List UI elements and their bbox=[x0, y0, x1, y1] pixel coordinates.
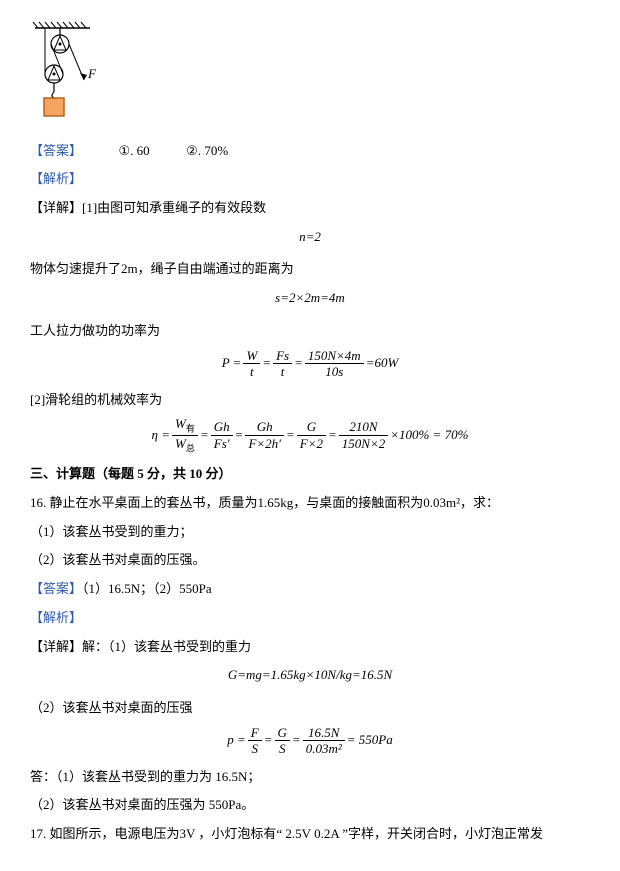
svg-text:F: F bbox=[87, 66, 97, 81]
answer-1-val: 60 bbox=[137, 143, 150, 158]
q16-conc-label: 答： bbox=[30, 769, 56, 784]
q16-detail: 【详解】解：（1）该套丛书受到的重力 bbox=[30, 635, 590, 660]
q16-answer-text: （1）16.5N；（2）550Pa bbox=[82, 581, 212, 596]
detail-1: 【详解】[1]由图可知承重绳子的有效段数 bbox=[30, 196, 590, 221]
q17-stem: 17. 如图所示，电源电压为3V ，小灯泡标有“ 2.5V 0.2A ”字样，开… bbox=[30, 822, 590, 847]
q16-answer: 【答案】（1）16.5N；（2）550Pa bbox=[30, 577, 590, 602]
answer-line: 【答案】 ①. 60 ②. 70% bbox=[30, 139, 590, 164]
q16-answer-label: 【答案】 bbox=[30, 581, 82, 596]
eq-p: p = FS = GS = 16.5N0.03m² = 550Pa bbox=[30, 725, 590, 757]
q16-analysis-label: 【解析】 bbox=[30, 606, 590, 631]
eq-n: n=2 bbox=[30, 225, 590, 250]
analysis-label: 【解析】 bbox=[30, 167, 590, 192]
line-power: 工人拉力做功的功率为 bbox=[30, 319, 590, 344]
q16-conc-1-text: （1）该套丛书受到的重力为 16.5N； bbox=[56, 769, 260, 784]
q16-stem: 16. 静止在水平桌面上的套丛书，质量为1.65kg，与桌面的接触面积为0.03… bbox=[30, 491, 590, 516]
answer-label: 【答案】 bbox=[30, 143, 82, 158]
q16-sub1: （1）该套丛书受到的重力； bbox=[30, 520, 590, 545]
eq-eff: η = W有W总 = GhFs′ = GhF×2h′ = GF×2 = 210N… bbox=[30, 416, 590, 454]
q16-part2-line: （2）该套丛书对桌面的压强 bbox=[30, 696, 590, 721]
eq-g: G=mg=1.65kg×10N/kg=16.5N bbox=[30, 663, 590, 688]
eq-s: s=2×2m=4m bbox=[30, 286, 590, 311]
answer-2-val: 70% bbox=[204, 143, 228, 158]
answer-2-no: ②. bbox=[186, 143, 204, 158]
q16-conclusion-1: 答：（1）该套丛书受到的重力为 16.5N； bbox=[30, 765, 590, 790]
line-lift: 物体匀速提升了2m，绳子自由端通过的距离为 bbox=[30, 257, 590, 282]
section-3-title: 三、计算题（每题 5 分，共 10 分） bbox=[30, 462, 590, 487]
line-eff: [2]滑轮组的机械效率为 bbox=[30, 388, 590, 413]
q16-conclusion-2: （2）该套丛书对桌面的压强为 550Pa。 bbox=[30, 793, 590, 818]
pulley-diagram: F bbox=[30, 20, 590, 129]
answer-1-no: ①. bbox=[119, 143, 137, 158]
q16-sub2: （2）该套丛书对桌面的压强。 bbox=[30, 548, 590, 573]
eq-power: P = Wt = Fst = 150N×4m10s =60W bbox=[30, 348, 590, 380]
